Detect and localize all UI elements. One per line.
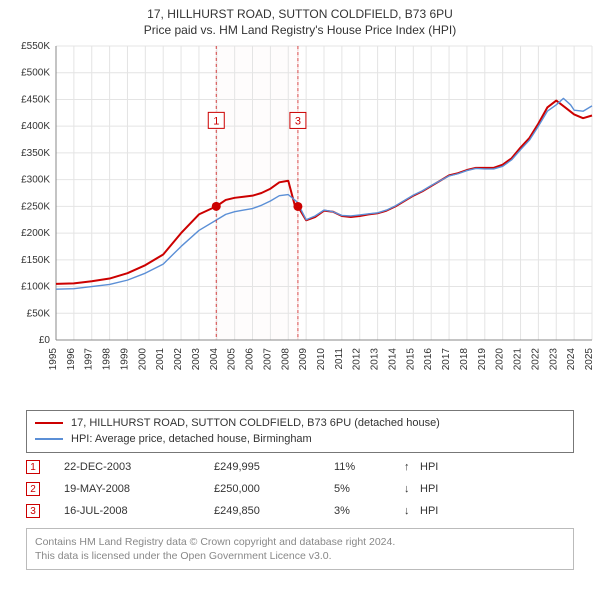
- svg-text:£450K: £450K: [21, 94, 50, 105]
- chart-svg: £0 £50K £100K £150K £200K £250K £300K £350K £400…: [0, 40, 600, 400]
- legend-swatch-price: [35, 422, 63, 424]
- event-row-3: 3 16-JUL-2008 £249,850 3% ↓ HPI: [26, 500, 574, 522]
- svg-text:2018: 2018: [459, 348, 470, 371]
- legend-row-hpi: HPI: Average price, detached house, Birm…: [35, 431, 565, 447]
- svg-text:£250K: £250K: [21, 201, 50, 212]
- event-marker-1: 1: [26, 460, 40, 474]
- svg-text:£50K: £50K: [27, 308, 51, 319]
- svg-text:2017: 2017: [441, 348, 452, 371]
- title-line-2: Price paid vs. HM Land Registry's House …: [0, 22, 600, 38]
- legend-swatch-hpi: [35, 438, 63, 440]
- svg-text:2020: 2020: [495, 348, 506, 371]
- legend-box: 17, HILLHURST ROAD, SUTTON COLDFIELD, B7…: [26, 410, 574, 453]
- svg-text:2012: 2012: [352, 348, 363, 371]
- svg-text:2011: 2011: [334, 348, 345, 370]
- event-pct-2: 5%: [334, 483, 404, 495]
- event-price-1: £249,995: [214, 461, 334, 473]
- chart-container: £0 £50K £100K £150K £200K £250K £300K £350K £400…: [0, 40, 600, 400]
- svg-text:1996: 1996: [66, 348, 77, 371]
- event-arrow-1-icon: ↑: [404, 461, 420, 473]
- svg-text:2006: 2006: [245, 348, 256, 371]
- event-date-1: 22-DEC-2003: [64, 461, 214, 473]
- svg-text:2025: 2025: [584, 348, 595, 371]
- svg-text:£0: £0: [39, 335, 51, 346]
- event-marker-2: 2: [26, 482, 40, 496]
- event-date-3: 16-JUL-2008: [64, 505, 214, 517]
- svg-text:1: 1: [213, 115, 219, 127]
- svg-text:2014: 2014: [387, 348, 398, 371]
- svg-text:2013: 2013: [370, 348, 381, 371]
- event-price-2: £250,000: [214, 483, 334, 495]
- event-pct-3: 3%: [334, 505, 404, 517]
- svg-text:£550K: £550K: [21, 41, 50, 52]
- attribution-box: Contains HM Land Registry data © Crown c…: [26, 528, 574, 570]
- svg-text:£300K: £300K: [21, 175, 50, 186]
- event-suffix-3: HPI: [420, 505, 460, 517]
- chart-title-block: 17, HILLHURST ROAD, SUTTON COLDFIELD, B7…: [0, 0, 600, 38]
- svg-text:2016: 2016: [423, 348, 434, 371]
- event-date-2: 19-MAY-2008: [64, 483, 214, 495]
- svg-text:3: 3: [295, 115, 301, 127]
- svg-text:2003: 2003: [191, 348, 202, 371]
- attribution-line-2: This data is licensed under the Open Gov…: [35, 549, 565, 563]
- svg-text:2023: 2023: [548, 348, 559, 371]
- svg-text:2015: 2015: [405, 348, 416, 371]
- event-row-1: 1 22-DEC-2003 £249,995 11% ↑ HPI: [26, 456, 574, 478]
- svg-text:2024: 2024: [566, 348, 577, 371]
- title-line-1: 17, HILLHURST ROAD, SUTTON COLDFIELD, B7…: [0, 6, 600, 22]
- event-arrow-2-icon: ↓: [404, 483, 420, 495]
- svg-text:2002: 2002: [173, 348, 184, 371]
- event-suffix-2: HPI: [420, 483, 460, 495]
- svg-text:2007: 2007: [262, 348, 273, 371]
- event-price-3: £249,850: [214, 505, 334, 517]
- event-row-2: 2 19-MAY-2008 £250,000 5% ↓ HPI: [26, 478, 574, 500]
- legend-label-hpi: HPI: Average price, detached house, Birm…: [71, 433, 312, 445]
- svg-text:2001: 2001: [155, 348, 166, 371]
- attribution-line-1: Contains HM Land Registry data © Crown c…: [35, 535, 565, 549]
- svg-text:£500K: £500K: [21, 68, 50, 79]
- event-suffix-1: HPI: [420, 461, 460, 473]
- svg-text:2010: 2010: [316, 348, 327, 371]
- svg-text:1998: 1998: [102, 348, 113, 371]
- svg-text:£100K: £100K: [21, 282, 50, 293]
- svg-text:2005: 2005: [227, 348, 238, 371]
- svg-text:1999: 1999: [119, 348, 130, 371]
- svg-text:£150K: £150K: [21, 255, 50, 266]
- svg-text:2004: 2004: [209, 348, 220, 371]
- events-table: 1 22-DEC-2003 £249,995 11% ↑ HPI 2 19-MA…: [26, 456, 574, 522]
- legend-row-price: 17, HILLHURST ROAD, SUTTON COLDFIELD, B7…: [35, 415, 565, 431]
- svg-text:2008: 2008: [280, 348, 291, 371]
- svg-text:1995: 1995: [48, 348, 59, 371]
- svg-text:2000: 2000: [137, 348, 148, 371]
- svg-text:2009: 2009: [298, 348, 309, 371]
- svg-text:2022: 2022: [530, 348, 541, 371]
- svg-text:£400K: £400K: [21, 121, 50, 132]
- event-marker-3: 3: [26, 504, 40, 518]
- svg-text:2019: 2019: [477, 348, 488, 371]
- svg-text:2021: 2021: [513, 348, 524, 371]
- svg-text:£350K: £350K: [21, 148, 50, 159]
- svg-text:£200K: £200K: [21, 228, 50, 239]
- legend-label-price: 17, HILLHURST ROAD, SUTTON COLDFIELD, B7…: [71, 417, 440, 429]
- event-pct-1: 11%: [334, 461, 404, 473]
- event-arrow-3-icon: ↓: [404, 505, 420, 517]
- svg-text:1997: 1997: [84, 348, 95, 371]
